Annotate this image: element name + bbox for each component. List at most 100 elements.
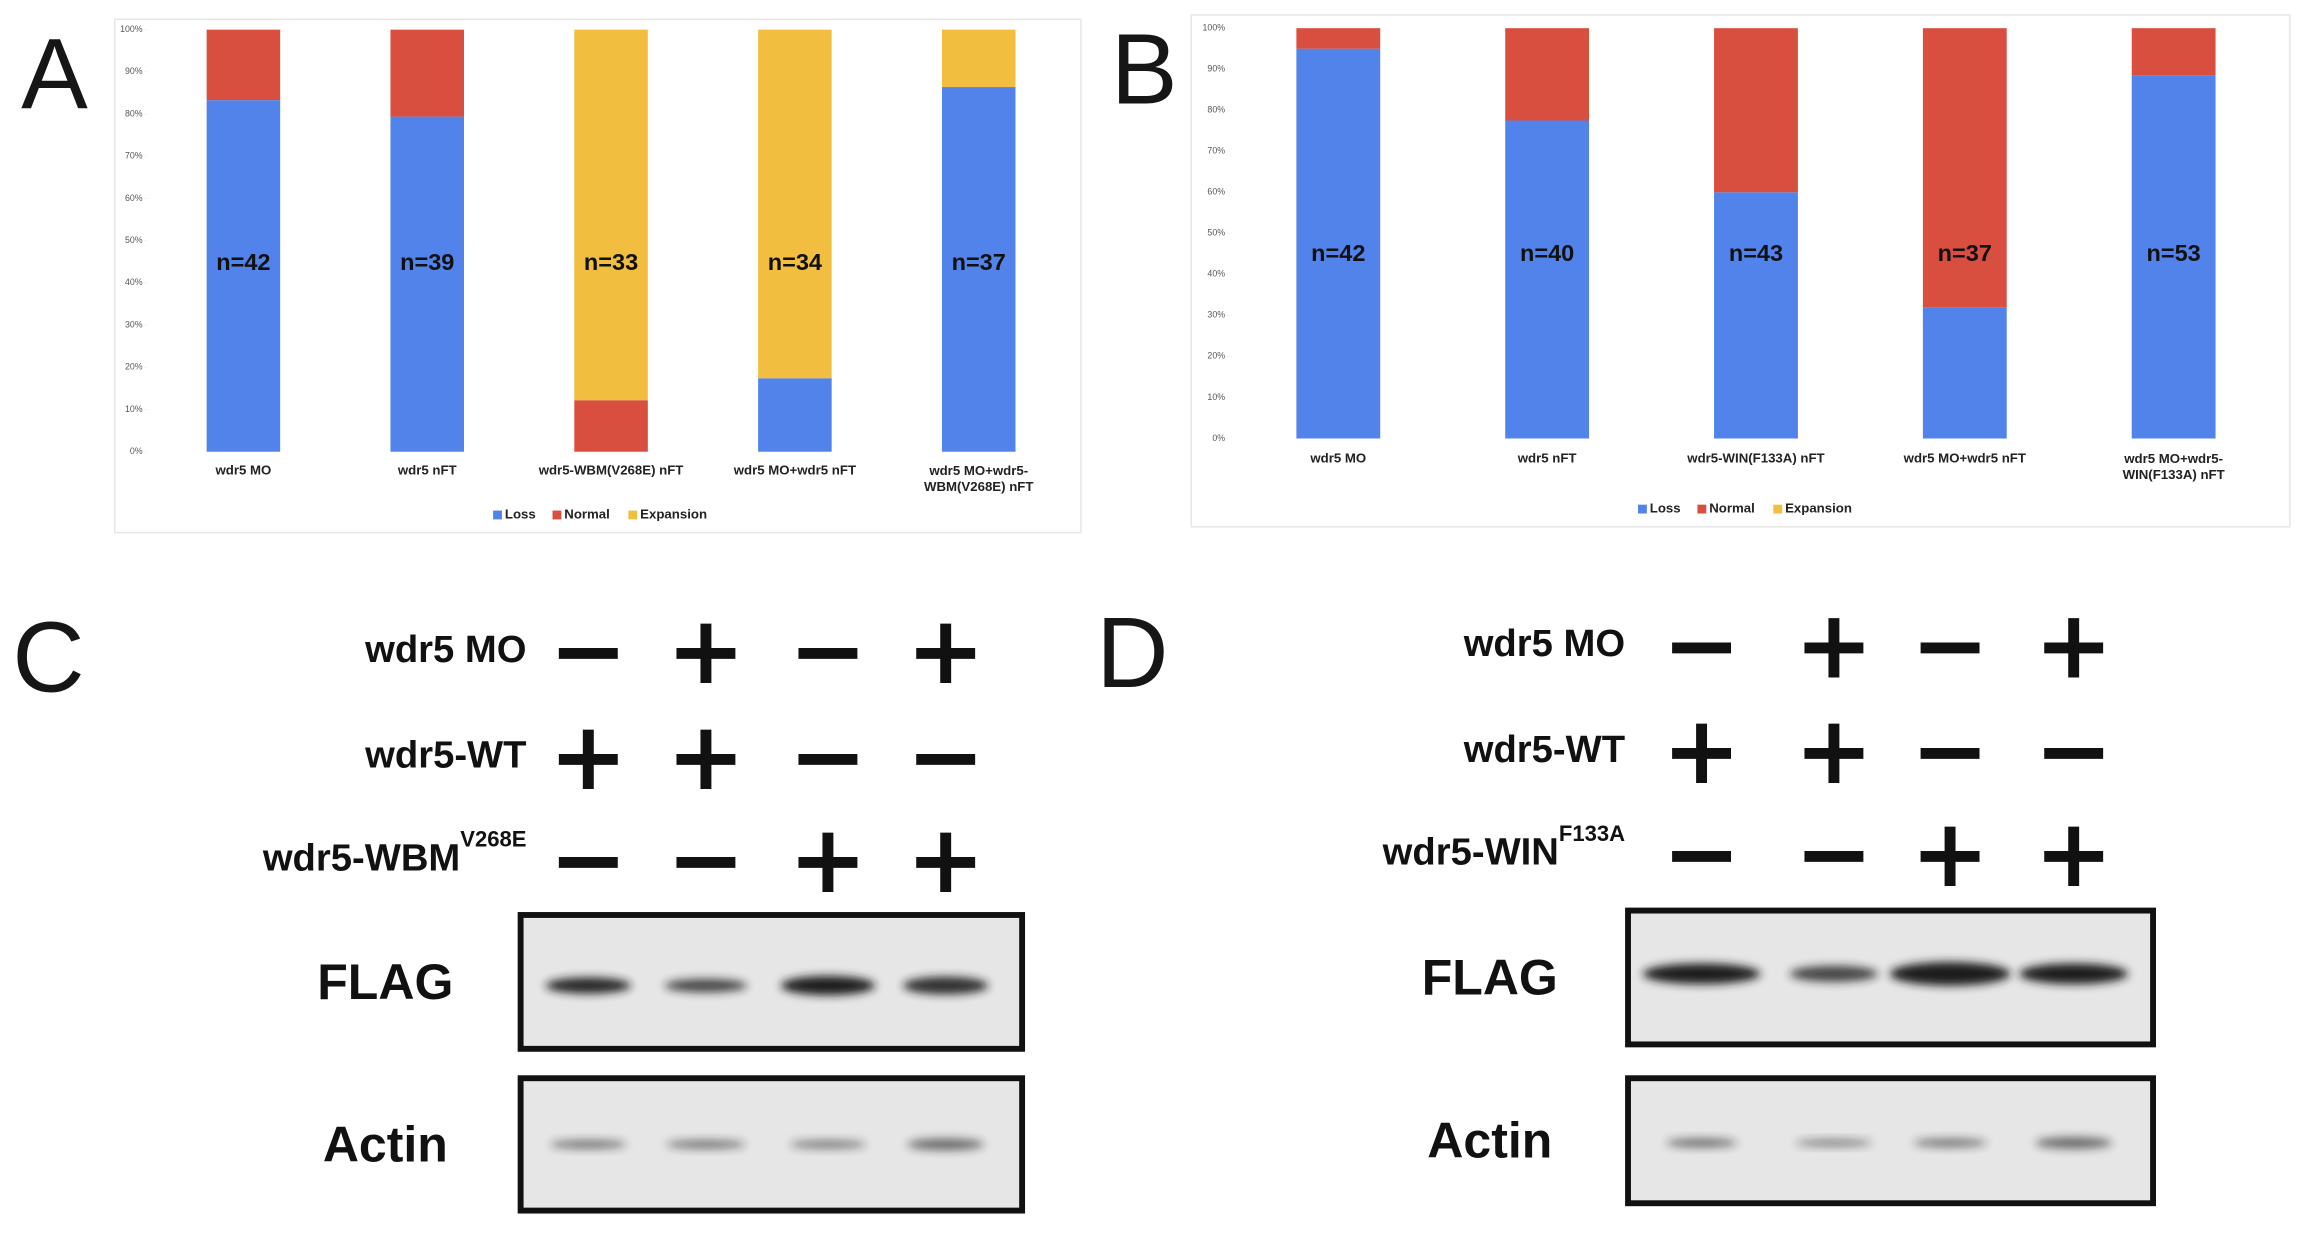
sign: − <box>1794 800 1873 909</box>
sign: − <box>549 806 628 915</box>
condition-label-sup: V268E <box>460 827 526 852</box>
bar-annotation: n=37 <box>1938 240 1992 266</box>
bar-segment <box>2131 75 2216 439</box>
y-tick-label: 30% <box>125 319 143 329</box>
bar-segment <box>1922 307 2007 439</box>
y-tick-label: 70% <box>1207 146 1225 156</box>
band-label: Actin <box>1427 1113 1552 1169</box>
y-tick-label: 100% <box>1203 23 1226 33</box>
sign: + <box>549 703 628 812</box>
legend-swatch <box>1697 504 1707 514</box>
blot-band <box>545 977 631 994</box>
bar-annotation: n=42 <box>216 249 270 275</box>
panel-letter: D <box>1096 597 1168 709</box>
sign: − <box>666 806 745 915</box>
legend-label: Loss <box>1650 501 1681 516</box>
condition-label-text: wdr5-WT <box>1463 727 1625 770</box>
x-tick-label: wdr5 nFT <box>397 462 457 477</box>
bar-annotation: n=37 <box>952 249 1006 275</box>
bar-segment <box>574 29 648 401</box>
y-tick-label: 90% <box>125 66 143 76</box>
y-tick-label: 100% <box>120 24 143 34</box>
sign: + <box>666 703 745 812</box>
bar-segment <box>390 29 464 117</box>
x-tick-label: wdr5-WIN(F133A) nFT <box>1686 451 1824 466</box>
sign: − <box>2034 697 2113 806</box>
legend-label: Normal <box>564 506 610 521</box>
bar-segment <box>390 116 464 452</box>
legend-label: Loss <box>505 506 536 521</box>
condition-label-sup: F133A <box>1559 821 1625 846</box>
blot-band <box>902 976 989 995</box>
bar-segment <box>1922 28 2007 308</box>
condition-label-text: wdr5-WIN <box>1382 830 1559 873</box>
sign: − <box>789 703 868 812</box>
y-tick-label: 60% <box>125 193 143 203</box>
bar-segment <box>758 378 832 452</box>
bar-segment <box>941 29 1016 88</box>
blot-band <box>1795 1139 1873 1147</box>
bar-segment <box>1505 28 1590 121</box>
sign: + <box>906 597 985 706</box>
bar-segment <box>1296 48 1381 439</box>
bar-segment <box>1505 120 1590 439</box>
sign: − <box>1662 591 1741 700</box>
condition-label: wdr5 MO <box>1463 621 1625 664</box>
x-tick-label: wdr5 nFT <box>1517 451 1577 466</box>
sign: + <box>1794 697 1873 806</box>
bar-annotation: n=40 <box>1520 240 1574 266</box>
y-tick-label: 20% <box>1207 351 1225 361</box>
sign: + <box>1911 800 1990 909</box>
y-tick-label: 40% <box>1207 269 1225 279</box>
blot-band <box>1642 963 1761 985</box>
blot-band <box>789 1139 867 1149</box>
legend-swatch <box>628 510 638 520</box>
blot-band <box>907 1138 984 1151</box>
y-tick-label: 60% <box>1207 187 1225 197</box>
legend-swatch <box>552 510 562 520</box>
sign: + <box>789 806 868 915</box>
x-tick-label: wdr5 MO+wdr5 nFT <box>733 462 856 477</box>
panel-letter: B <box>1111 13 1178 125</box>
legend-label: Normal <box>1709 501 1755 516</box>
y-tick-label: 90% <box>1207 64 1225 74</box>
x-tick-label: wdr5 MO+wdr5-WIN(F133A) nFT <box>2123 451 2225 482</box>
condition-label-text: wdr5-WT <box>364 733 526 776</box>
x-tick-label: wdr5 MO+wdr5 nFT <box>1903 451 2026 466</box>
legend-swatch <box>1638 504 1647 514</box>
blot-band <box>2019 963 2129 985</box>
panel-letter: C <box>12 602 84 714</box>
condition-label-text: wdr5 MO <box>364 627 526 670</box>
blot-band <box>664 978 748 993</box>
y-tick-label: 50% <box>125 235 143 245</box>
bar-segment <box>206 100 281 452</box>
bar-segment <box>1296 28 1381 49</box>
condition-label: wdr5-WT <box>364 733 526 776</box>
bar-segment <box>206 29 281 101</box>
blot-band <box>780 976 876 996</box>
sign: + <box>1794 591 1873 700</box>
sign: + <box>906 806 985 915</box>
bar-annotation: n=43 <box>1729 240 1783 266</box>
bar-annotation: n=39 <box>400 249 454 275</box>
x-tick-label: wdr5 MO <box>1309 451 1366 466</box>
sign: − <box>1662 800 1741 909</box>
bar-segment <box>941 87 1016 452</box>
legend-label: Expansion <box>1785 501 1852 516</box>
bar-annotation: n=34 <box>768 249 822 275</box>
bar-segment <box>574 400 648 452</box>
band-label: Actin <box>323 1116 448 1172</box>
bar-segment <box>2131 28 2216 76</box>
sign: − <box>549 597 628 706</box>
band-label: FLAG <box>317 954 453 1010</box>
sign: − <box>1911 591 1990 700</box>
condition-label: wdr5-WT <box>1463 727 1625 770</box>
y-tick-label: 20% <box>125 362 143 372</box>
y-tick-label: 10% <box>125 404 143 414</box>
y-tick-label: 0% <box>1212 433 1225 443</box>
y-tick-label: 10% <box>1207 392 1225 402</box>
sign: − <box>1911 697 1990 806</box>
x-tick-label: wdr5 MO+wdr5-WBM(V268E) nFT <box>924 462 1033 493</box>
x-tick-label: wdr5-WBM(V268E) nFT <box>538 462 684 477</box>
